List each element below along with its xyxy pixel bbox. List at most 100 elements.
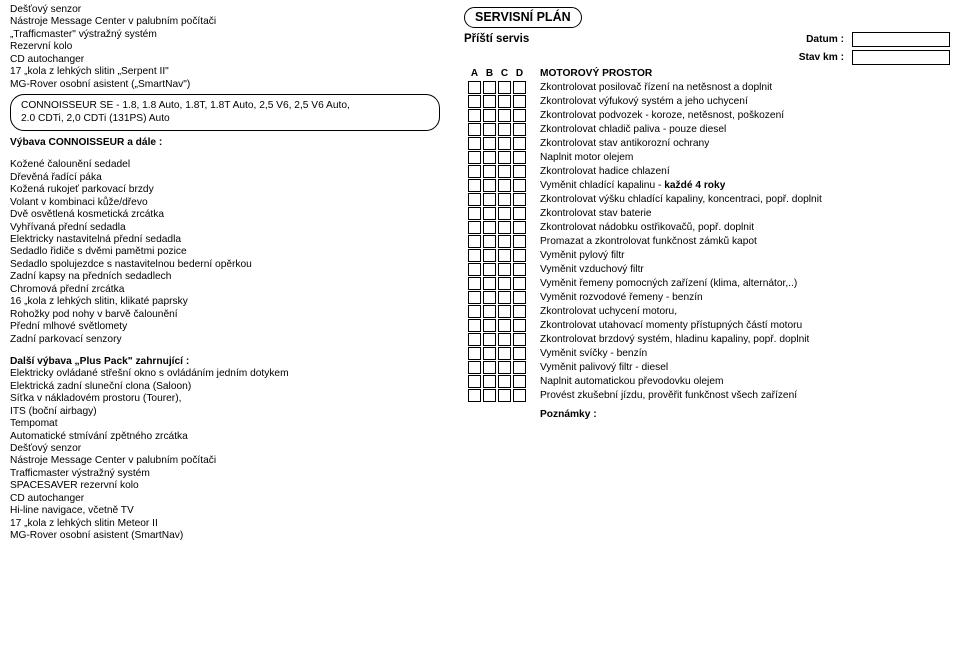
checkbox[interactable]	[483, 193, 496, 206]
checkbox[interactable]	[513, 319, 526, 332]
checkbox[interactable]	[468, 347, 481, 360]
date-field[interactable]	[852, 32, 950, 47]
checkbox[interactable]	[513, 151, 526, 164]
checkbox[interactable]	[513, 263, 526, 276]
checkbox[interactable]	[498, 361, 511, 374]
checkbox[interactable]	[513, 305, 526, 318]
checkbox[interactable]	[468, 95, 481, 108]
checkbox[interactable]	[513, 207, 526, 220]
checkbox[interactable]	[513, 123, 526, 136]
checkbox[interactable]	[483, 109, 496, 122]
list-item: „Trafficmaster" výstražný systém	[10, 29, 440, 41]
checkbox[interactable]	[498, 249, 511, 262]
checkbox[interactable]	[498, 81, 511, 94]
checkbox[interactable]	[513, 137, 526, 150]
checkbox[interactable]	[483, 123, 496, 136]
checkbox[interactable]	[468, 277, 481, 290]
checkbox[interactable]	[483, 263, 496, 276]
checkbox[interactable]	[468, 375, 481, 388]
checkbox[interactable]	[498, 277, 511, 290]
checkbox[interactable]	[483, 277, 496, 290]
checkbox[interactable]	[468, 235, 481, 248]
checkbox[interactable]	[513, 347, 526, 360]
checklist-item-label: Provést zkušební jízdu, prověřit funkčno…	[540, 390, 797, 402]
checkbox[interactable]	[483, 165, 496, 178]
checkbox[interactable]	[483, 221, 496, 234]
checkbox[interactable]	[498, 95, 511, 108]
checkbox[interactable]	[513, 291, 526, 304]
checkbox[interactable]	[498, 179, 511, 192]
checkbox[interactable]	[483, 375, 496, 388]
checkbox[interactable]	[483, 347, 496, 360]
checkbox[interactable]	[468, 207, 481, 220]
checkbox[interactable]	[513, 333, 526, 346]
checkbox[interactable]	[483, 81, 496, 94]
checkbox[interactable]	[513, 95, 526, 108]
checkbox[interactable]	[468, 291, 481, 304]
checkbox[interactable]	[483, 361, 496, 374]
checkbox[interactable]	[468, 319, 481, 332]
checkbox[interactable]	[468, 389, 481, 402]
checkbox[interactable]	[498, 333, 511, 346]
checkbox[interactable]	[468, 137, 481, 150]
checkbox[interactable]	[468, 333, 481, 346]
checkbox[interactable]	[513, 193, 526, 206]
checkbox[interactable]	[483, 137, 496, 150]
list-item: Sedadlo řidiče s dvěmi pamětmi pozice	[10, 246, 440, 258]
checkbox[interactable]	[498, 137, 511, 150]
checkbox[interactable]	[483, 333, 496, 346]
checkbox[interactable]	[483, 95, 496, 108]
checkbox[interactable]	[513, 235, 526, 248]
checkbox[interactable]	[513, 375, 526, 388]
checkbox-row	[468, 347, 526, 360]
checkbox[interactable]	[468, 361, 481, 374]
checkbox[interactable]	[468, 221, 481, 234]
checkbox[interactable]	[468, 123, 481, 136]
checkbox[interactable]	[468, 249, 481, 262]
checkbox[interactable]	[513, 389, 526, 402]
checkbox-row	[468, 361, 526, 374]
checkbox[interactable]	[498, 165, 511, 178]
checkbox[interactable]	[498, 193, 511, 206]
checkbox[interactable]	[513, 221, 526, 234]
checkbox[interactable]	[483, 151, 496, 164]
checkbox[interactable]	[483, 389, 496, 402]
checkbox[interactable]	[498, 375, 511, 388]
checkbox[interactable]	[498, 235, 511, 248]
checkbox[interactable]	[483, 305, 496, 318]
checkbox[interactable]	[483, 249, 496, 262]
checkbox[interactable]	[468, 305, 481, 318]
checkbox[interactable]	[498, 123, 511, 136]
checkbox[interactable]	[498, 319, 511, 332]
checklist-item-label: Zkontrolovat uchycení motoru,	[540, 306, 677, 318]
checkbox[interactable]	[498, 389, 511, 402]
checkbox[interactable]	[498, 109, 511, 122]
checkbox[interactable]	[483, 235, 496, 248]
checkbox[interactable]	[498, 221, 511, 234]
km-field[interactable]	[852, 50, 950, 65]
checkbox[interactable]	[498, 263, 511, 276]
checkbox[interactable]	[498, 151, 511, 164]
checkbox[interactable]	[468, 151, 481, 164]
checkbox[interactable]	[468, 109, 481, 122]
checkbox[interactable]	[513, 81, 526, 94]
checkbox[interactable]	[513, 249, 526, 262]
checkbox[interactable]	[513, 165, 526, 178]
checkbox[interactable]	[468, 165, 481, 178]
checkbox[interactable]	[483, 179, 496, 192]
checkbox[interactable]	[513, 109, 526, 122]
checkbox[interactable]	[483, 319, 496, 332]
checkbox[interactable]	[498, 291, 511, 304]
checkbox[interactable]	[513, 179, 526, 192]
checkbox[interactable]	[468, 193, 481, 206]
checkbox[interactable]	[468, 179, 481, 192]
checkbox[interactable]	[483, 291, 496, 304]
checkbox[interactable]	[468, 263, 481, 276]
checkbox[interactable]	[513, 277, 526, 290]
checkbox[interactable]	[513, 361, 526, 374]
checkbox[interactable]	[498, 305, 511, 318]
checkbox[interactable]	[468, 81, 481, 94]
checkbox[interactable]	[498, 347, 511, 360]
checkbox[interactable]	[498, 207, 511, 220]
checkbox[interactable]	[483, 207, 496, 220]
